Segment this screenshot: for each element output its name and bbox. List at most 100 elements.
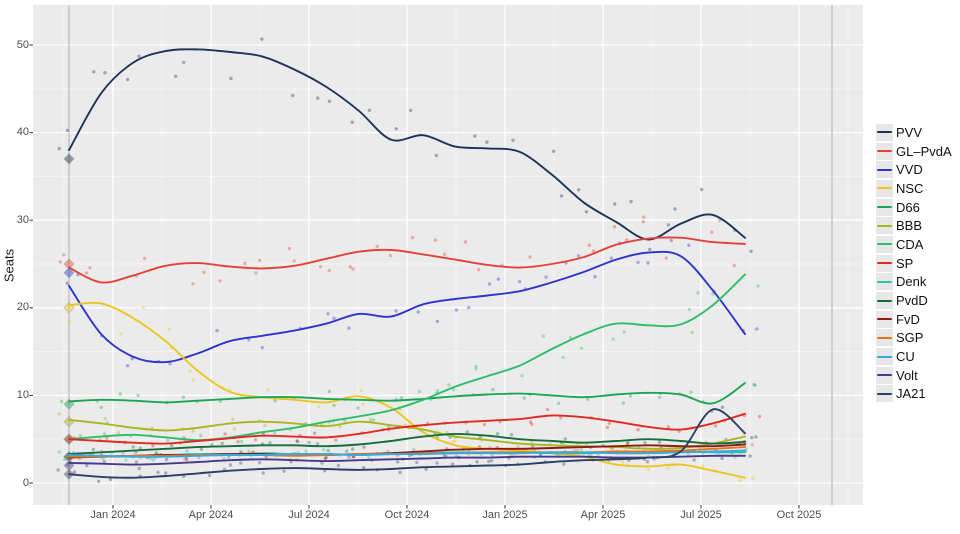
trend-line-GL–PvdA (68, 236, 746, 284)
poll-dot-JA21 (56, 468, 60, 472)
poll-dot-D66 (273, 399, 277, 403)
poll-dot-FvD (323, 456, 327, 461)
poll-dot-CDA (166, 438, 170, 443)
poll-dot-GL–PvdA (528, 255, 532, 259)
legend-label: CDA (896, 236, 924, 252)
poll-dot-PvdD (563, 437, 567, 441)
poll-dot-D66 (59, 399, 64, 404)
poll-dot-PvdD (495, 432, 500, 436)
legend-item-CU[interactable]: CU (876, 347, 960, 366)
legend-item-Volt[interactable]: Volt (876, 366, 960, 385)
poll-dot-PVV (584, 210, 589, 214)
legend-item-JA21[interactable]: JA21 (876, 385, 960, 404)
legend-key-swatch (876, 161, 893, 179)
legend-color-line (877, 318, 892, 321)
poll-dot-JA21 (261, 471, 265, 475)
x-tick-label: Apr 2025 (580, 509, 626, 521)
legend-item-VVD[interactable]: VVD (876, 160, 960, 179)
poll-dot-GL–PvdA (642, 215, 646, 219)
poll-dot-GL–PvdA (287, 246, 292, 251)
legend-color-line (877, 168, 892, 171)
poll-dot-Denk (247, 449, 251, 453)
poll-dot-JA21 (754, 435, 758, 439)
poll-dot-PVV (629, 199, 633, 204)
poll-dot-VVD (130, 357, 134, 361)
poll-dot-VVD (260, 345, 264, 350)
poll-dot-SP (151, 444, 155, 448)
poll-dot-D66 (118, 392, 123, 396)
poll-dot-VVD (215, 328, 219, 333)
x-tick-label: Oct 2024 (384, 509, 430, 521)
election-result-diamond-VVD (63, 267, 75, 279)
legend-key-swatch (876, 273, 893, 291)
poll-dot-PVV (485, 140, 489, 144)
poll-dot-JA21 (424, 467, 428, 471)
poll-dot-GL–PvdA (191, 282, 195, 286)
y-tick-label-10: 10 (16, 388, 29, 401)
legend-item-SP[interactable]: SP (876, 254, 960, 273)
poll-dot-GL–PvdA (710, 230, 714, 234)
poll-dot-JA21 (282, 469, 286, 473)
legend-item-NSC[interactable]: NSC (876, 179, 960, 198)
poll-dot-JA21 (750, 435, 754, 440)
poll-dot-SP (757, 414, 762, 419)
poll-dot-PVV (65, 128, 70, 133)
poll-dot-JA21 (398, 470, 402, 475)
y-axis-title: Seats (1, 248, 17, 283)
poll-dot-GL–PvdA (664, 256, 668, 260)
poll-dot-BBB (445, 430, 449, 434)
legend-key-swatch (876, 329, 893, 347)
poll-dot-Volt (692, 458, 696, 462)
legend-item-SGP[interactable]: SGP (876, 329, 960, 348)
legend-label: GL–PvdA (896, 143, 952, 159)
legend-key-swatch (876, 217, 893, 235)
poll-dot-PVV (174, 74, 178, 79)
poll-dot-BBB (103, 417, 107, 421)
poll-dot-CDA (474, 364, 478, 369)
poll-dot-PvdD (131, 445, 135, 449)
x-tick-label: Oct 2025 (776, 509, 822, 521)
poll-dot-D66 (181, 395, 185, 399)
poll-dot-VVD (576, 254, 581, 258)
poll-dot-SP (545, 407, 550, 412)
poll-dot-GL–PvdA (433, 238, 438, 242)
legend-item-PVV[interactable]: PVV (876, 123, 960, 142)
legend-item-PvdD[interactable]: PvdD (876, 291, 960, 310)
legend-item-D66[interactable]: D66 (876, 198, 960, 217)
legend-item-BBB[interactable]: BBB (876, 216, 960, 235)
poll-dot-BBB (232, 427, 237, 431)
legend-key-swatch (876, 254, 893, 272)
poll-dot-PVV (125, 77, 130, 82)
poll-dot-CU (226, 455, 231, 460)
poll-dot-Volt (347, 455, 351, 459)
legend-key-swatch (876, 235, 893, 253)
trend-line-VVD (68, 250, 746, 364)
poll-dot-GL–PvdA (327, 268, 331, 273)
poll-dot-D66 (332, 403, 336, 407)
poll-dot-SP (636, 428, 640, 432)
poll-dot-PVV (577, 188, 581, 192)
poll-dot-D66 (136, 393, 140, 398)
poll-dot-Volt (320, 461, 324, 465)
poll-dot-FvD (324, 455, 328, 460)
poll-dot-GL–PvdA (258, 258, 262, 263)
poll-dot-JA21 (164, 471, 168, 475)
poll-dot-BBB (516, 445, 520, 449)
legend-item-GL–PvdA[interactable]: GL–PvdA (876, 142, 960, 161)
poll-dot-SP (530, 422, 534, 426)
legend-item-Denk[interactable]: Denk (876, 273, 960, 292)
legend-item-CDA[interactable]: CDA (876, 235, 960, 254)
poll-dot-JA21 (487, 459, 491, 464)
poll-dot-PVV (327, 99, 332, 104)
poll-dot-CU (151, 458, 156, 462)
poll-dot-NSC (361, 402, 365, 407)
poll-dot-Volt (748, 454, 752, 458)
poll-dot-PVV (229, 76, 233, 81)
poll-dot-VVD (609, 256, 614, 260)
legend-item-FvD[interactable]: FvD (876, 310, 960, 329)
poll-dot-PVV (648, 247, 652, 252)
chart-legend: PVV GL–PvdA VVD NSC D66 BBB CDA SP Denk PvdD FvD SG… (876, 123, 960, 403)
poll-dot-SP (607, 421, 611, 425)
poll-dot-PvdD (362, 445, 366, 449)
